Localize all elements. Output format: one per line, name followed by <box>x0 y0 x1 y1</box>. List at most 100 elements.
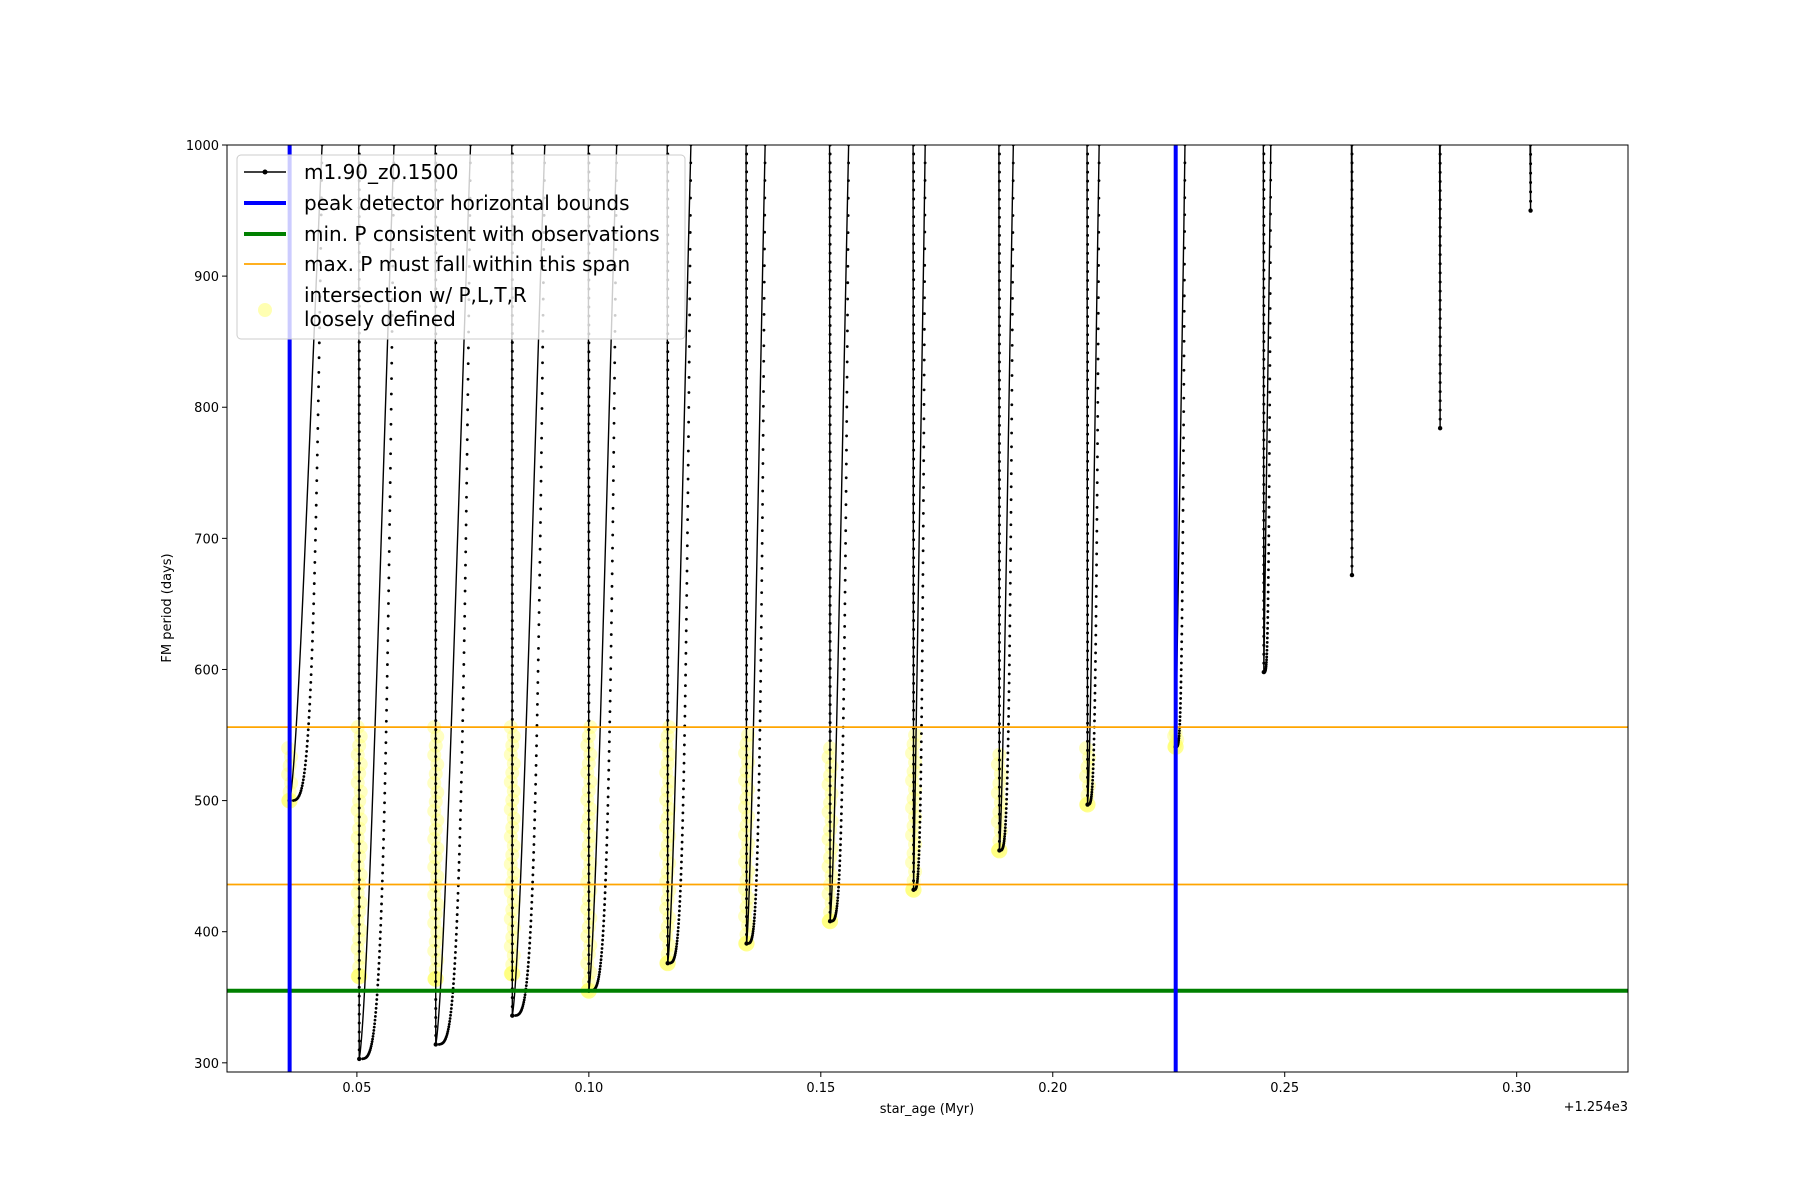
track-point <box>434 611 438 615</box>
track-point <box>682 743 686 747</box>
track-point <box>758 700 762 703</box>
track-point <box>510 906 514 910</box>
track-point <box>1438 234 1442 238</box>
track-point <box>434 422 438 426</box>
track-point <box>666 745 670 749</box>
track-point <box>997 794 1001 798</box>
track-point <box>605 851 608 854</box>
track-point <box>840 798 844 802</box>
track-point <box>839 831 843 835</box>
track-point <box>666 862 670 866</box>
track-point <box>587 899 591 903</box>
track-point <box>510 529 514 533</box>
track-point <box>1180 581 1184 584</box>
track-point <box>461 708 465 712</box>
intersection-point <box>350 886 365 901</box>
track-point <box>828 522 832 526</box>
intersection-point <box>427 887 442 902</box>
track-point <box>315 453 319 457</box>
track-point <box>1086 306 1090 310</box>
track-point <box>666 952 670 956</box>
track-point <box>313 571 316 575</box>
track-point <box>598 970 601 974</box>
track-point <box>666 817 670 821</box>
track-point <box>688 213 692 217</box>
track-point <box>381 855 385 858</box>
track-point <box>1265 645 1269 648</box>
track-point <box>1262 223 1266 227</box>
track-point <box>390 361 394 365</box>
track-point <box>1265 648 1269 652</box>
track-point <box>666 512 670 516</box>
track-point <box>912 654 916 658</box>
track-point <box>540 407 544 410</box>
track-point <box>609 644 613 648</box>
track-point <box>828 657 832 661</box>
track-point <box>759 669 763 673</box>
track-point <box>666 934 670 938</box>
track-point <box>510 547 514 551</box>
track-point <box>510 610 514 614</box>
track-point <box>459 780 463 784</box>
track-point <box>745 439 749 443</box>
track-point <box>1350 376 1354 380</box>
track-point <box>687 435 690 439</box>
track-point <box>757 796 761 800</box>
track-point <box>841 768 844 772</box>
track-point <box>1438 326 1442 330</box>
track-point <box>844 503 848 507</box>
track-point <box>846 214 850 217</box>
track-point <box>997 514 1001 518</box>
track-point <box>759 679 763 683</box>
track-point <box>1262 420 1266 424</box>
intersection-point <box>353 812 368 827</box>
track-point <box>1086 775 1090 779</box>
track-point <box>745 897 749 901</box>
track-point <box>912 717 916 721</box>
track-point <box>912 358 916 362</box>
track-point <box>540 451 543 455</box>
track-point <box>434 602 438 606</box>
track-point <box>1094 605 1098 608</box>
intersection-point <box>738 746 753 761</box>
track-point <box>912 861 916 865</box>
track-point <box>752 925 756 928</box>
track-point <box>1262 232 1266 236</box>
track-point <box>434 872 438 876</box>
track-point <box>1008 603 1012 607</box>
track-point <box>838 859 842 863</box>
track-point <box>745 287 749 291</box>
track-point <box>997 487 1001 491</box>
track-point <box>510 816 514 820</box>
track-point <box>912 816 916 820</box>
track-point <box>526 973 529 977</box>
y-tick-label: 900 <box>194 270 219 285</box>
track-point <box>922 459 926 463</box>
track-point <box>374 1011 378 1014</box>
track-point <box>844 489 848 493</box>
track-point <box>382 829 386 832</box>
track-point <box>922 472 926 476</box>
track-point <box>1529 152 1533 156</box>
track-point <box>1086 622 1090 626</box>
track-point <box>1262 554 1266 558</box>
track-point <box>1178 722 1182 726</box>
track-point <box>371 1035 375 1038</box>
track-point <box>842 687 846 691</box>
track-point <box>912 305 916 309</box>
track-point <box>449 1010 453 1014</box>
track-point <box>1262 652 1266 656</box>
track-point <box>587 467 591 471</box>
track-point <box>510 430 514 434</box>
track-point <box>923 161 927 165</box>
track-point <box>666 422 670 426</box>
track-minimum-point <box>1085 802 1090 807</box>
track-point <box>1086 721 1090 725</box>
track-point <box>761 502 764 506</box>
track-point <box>357 537 361 541</box>
track-point <box>1003 826 1007 830</box>
track-point <box>463 602 467 606</box>
track-point <box>685 594 689 597</box>
track-point <box>1267 560 1270 564</box>
track-point <box>912 215 916 219</box>
